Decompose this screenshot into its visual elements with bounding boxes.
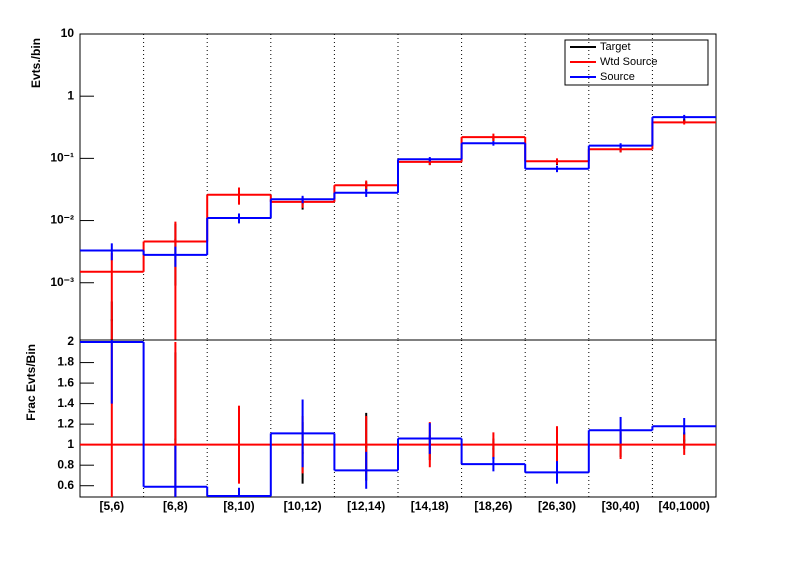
legend-label: Wtd Source — [600, 56, 657, 68]
x-tick-label: [10,12) — [284, 499, 322, 513]
x-tick-label: [12,14) — [347, 499, 385, 513]
y-tick-label: 1.2 — [57, 416, 74, 430]
y-tick-label: 10⁻² — [50, 213, 74, 227]
y-tick-label: 10⁻³ — [50, 275, 74, 289]
y-tick-label: 10⁻¹ — [50, 151, 74, 165]
y-tick-label: 1 — [67, 88, 74, 102]
y-tick-label: 2 — [67, 334, 74, 348]
x-tick-label: [5,6) — [99, 499, 124, 513]
legend-label: Source — [600, 71, 635, 83]
y-tick-label: 1.8 — [57, 355, 74, 369]
x-tick-label: [14,18) — [411, 499, 449, 513]
y-tick-label: 1 — [67, 437, 74, 451]
x-tick-label: [18,26) — [474, 499, 512, 513]
plot-area — [80, 114, 716, 340]
plot-area — [80, 340, 716, 497]
y-tick-label: 0.8 — [57, 457, 74, 471]
y-axis-label: Evts./bin — [29, 38, 43, 88]
y-tick-label: 0.6 — [57, 478, 74, 492]
y-axis-label: Frac Evts/Bin — [24, 344, 38, 421]
legend — [564, 39, 709, 86]
y-tick-label: 10 — [61, 26, 75, 40]
y-tick-label: 1.4 — [57, 396, 74, 410]
legend-label: Target — [600, 41, 631, 53]
y-tick-label: 1.6 — [57, 375, 74, 389]
x-tick-label: [30,40) — [602, 499, 640, 513]
x-tick-label: [40,1000) — [659, 499, 710, 513]
x-tick-label: [6,8) — [163, 499, 188, 513]
x-tick-label: [8,10) — [223, 499, 254, 513]
x-tick-label: [26,30) — [538, 499, 576, 513]
